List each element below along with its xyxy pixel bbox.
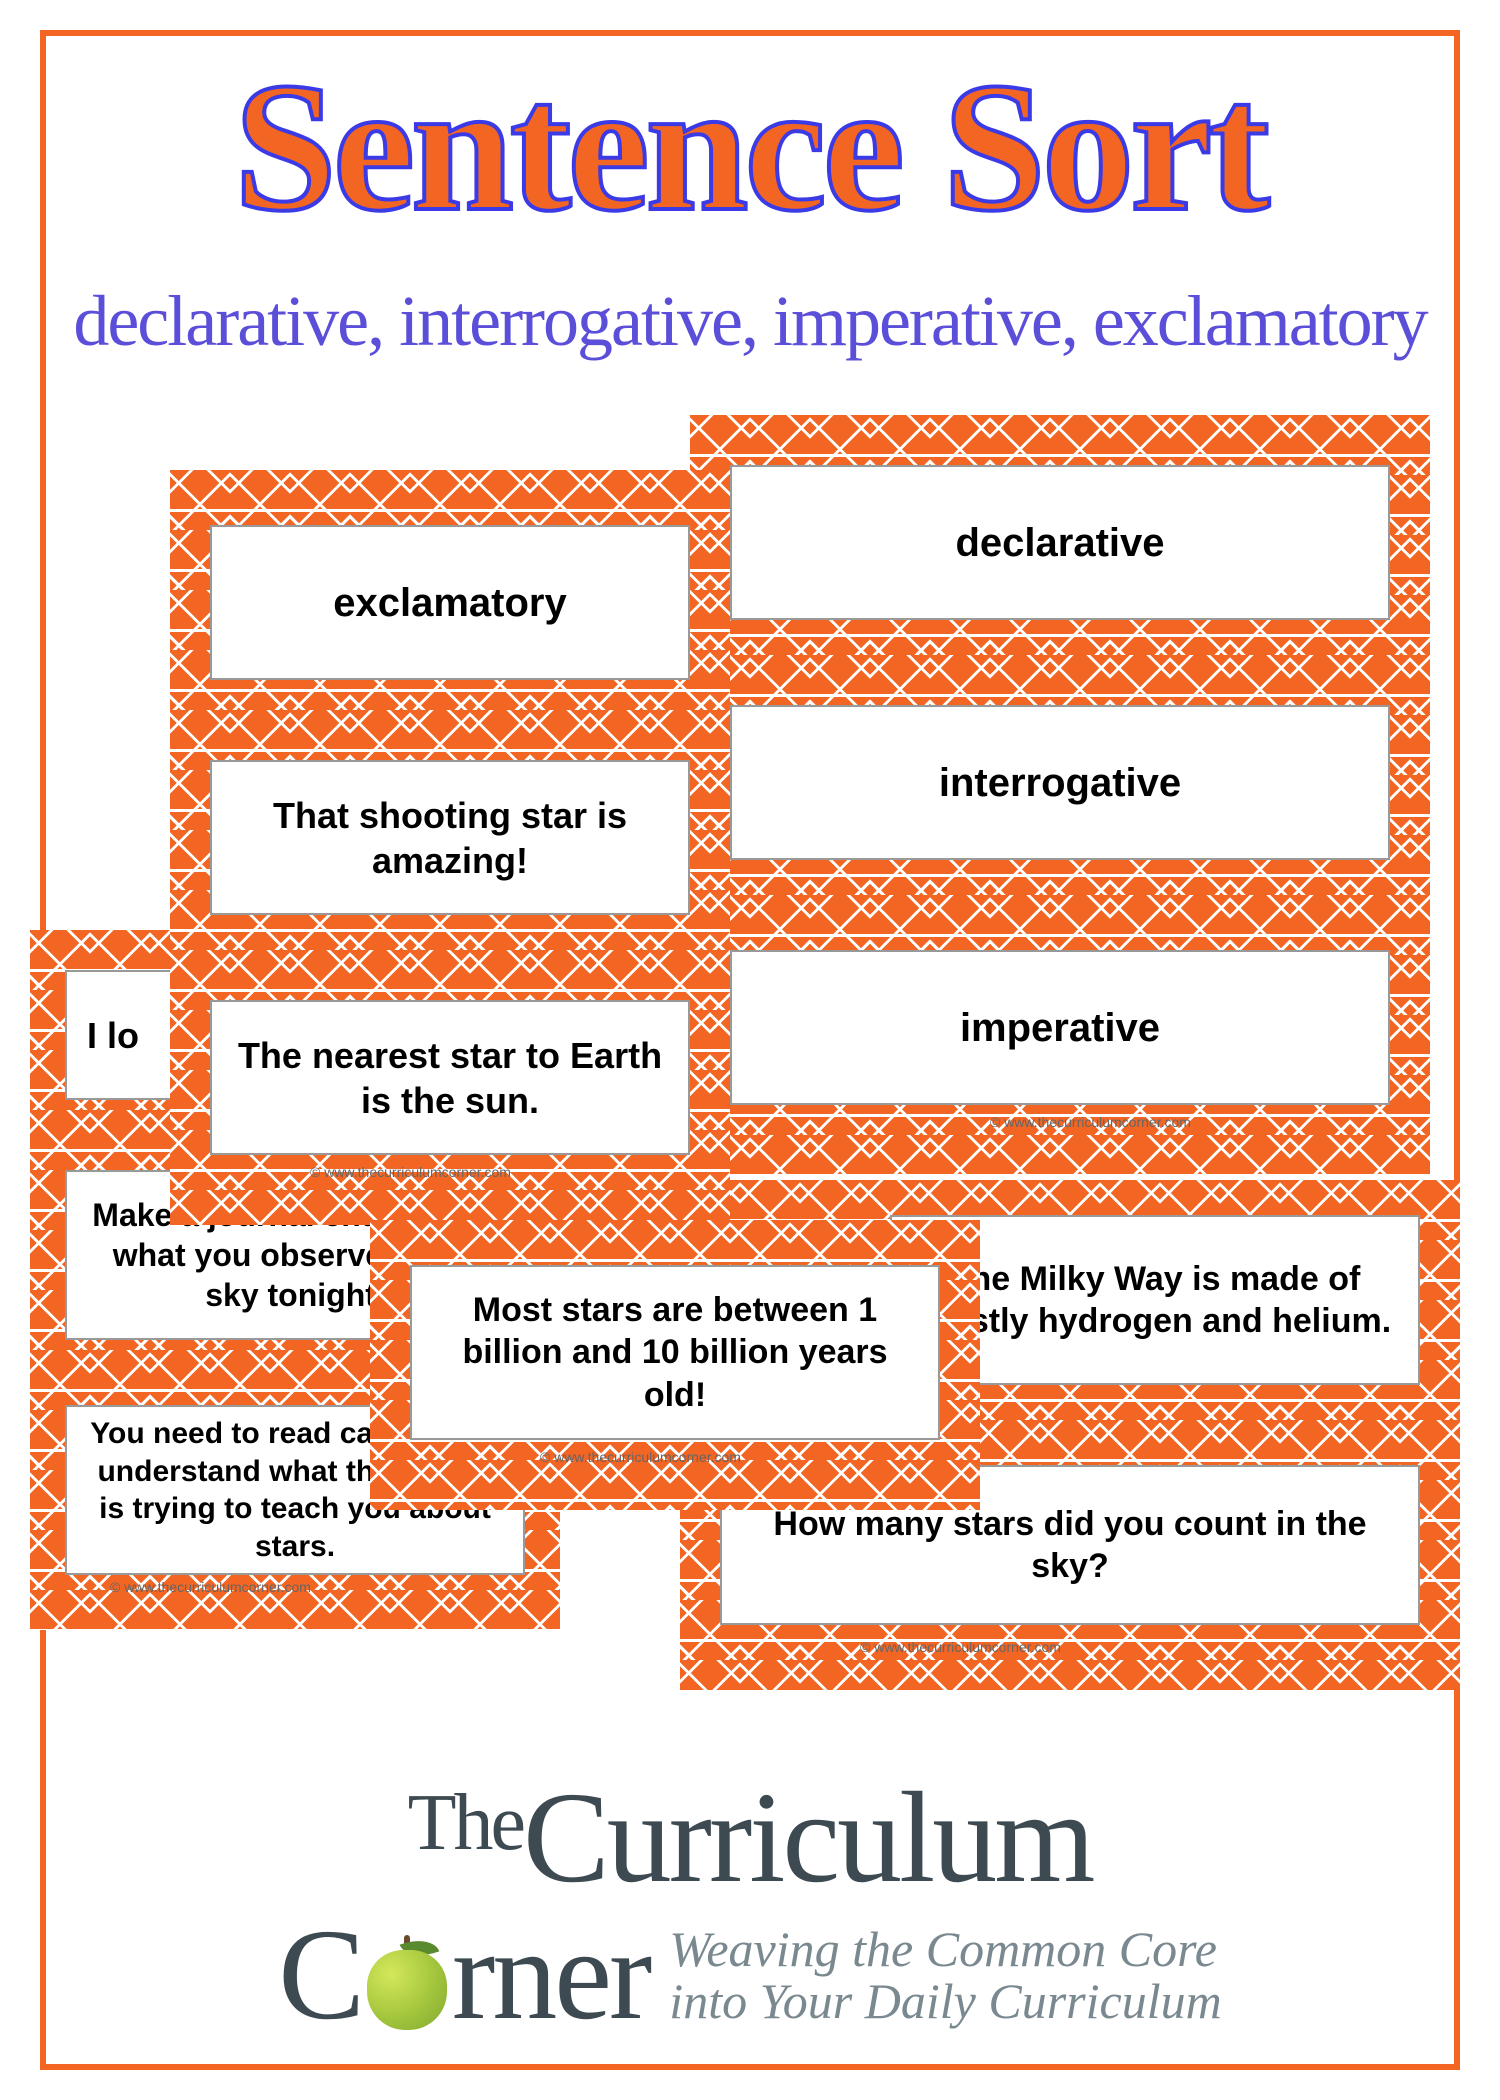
copyright-text: © www.thecurriculumcorner.com xyxy=(860,1639,1061,1655)
card-interrogative: interrogative xyxy=(730,705,1390,860)
card-panel-right-main: declarative interrogative imperative © w… xyxy=(690,415,1430,1175)
logo: TheCurriculum Crner Weaving the Common C… xyxy=(0,1777,1500,2051)
logo-tagline: Weaving the Common Core into Your Daily … xyxy=(669,1923,1221,2028)
main-title: Sentence Sort xyxy=(0,55,1500,240)
logo-c: C xyxy=(278,1903,362,2047)
tagline-line-1: Weaving the Common Core xyxy=(669,1921,1217,1977)
cards-area: I lo Make a journal entry about what you… xyxy=(0,400,1500,1800)
apple-icon xyxy=(362,1930,452,2030)
card-nearest-star: The nearest star to Earth is the sun. xyxy=(210,1000,690,1155)
copyright-text: © www.thecurriculumcorner.com xyxy=(540,1449,741,1465)
card-most-stars: Most stars are between 1 billion and 10 … xyxy=(410,1265,940,1440)
card-panel-bottom-center: Most stars are between 1 billion and 10 … xyxy=(370,1220,980,1510)
copyright-text: © www.thecurriculumcorner.com xyxy=(990,1114,1191,1130)
card-imperative: imperative xyxy=(730,950,1390,1105)
card-exclamatory: exclamatory xyxy=(210,525,690,680)
tagline-line-2: into Your Daily Curriculum xyxy=(669,1973,1221,2029)
logo-line-2: Crner Weaving the Common Core into Your … xyxy=(0,1900,1500,2050)
logo-curriculum: Curriculum xyxy=(523,1766,1092,1910)
card-shooting-star: That shooting star is amazing! xyxy=(210,760,690,915)
copyright-text: © www.thecurriculumcorner.com xyxy=(310,1164,511,1180)
card-declarative: declarative xyxy=(730,465,1390,620)
logo-corner: Crner xyxy=(278,1900,649,2050)
copyright-text: © www.thecurriculumcorner.com xyxy=(110,1579,311,1595)
logo-rner: rner xyxy=(452,1903,649,2047)
logo-the: The xyxy=(408,1779,523,1867)
logo-line-1: TheCurriculum xyxy=(0,1777,1500,1901)
subtitle: declarative, interrogative, imperative, … xyxy=(0,280,1500,363)
card-panel-left-main: exclamatory That shooting star is amazin… xyxy=(170,470,730,1225)
